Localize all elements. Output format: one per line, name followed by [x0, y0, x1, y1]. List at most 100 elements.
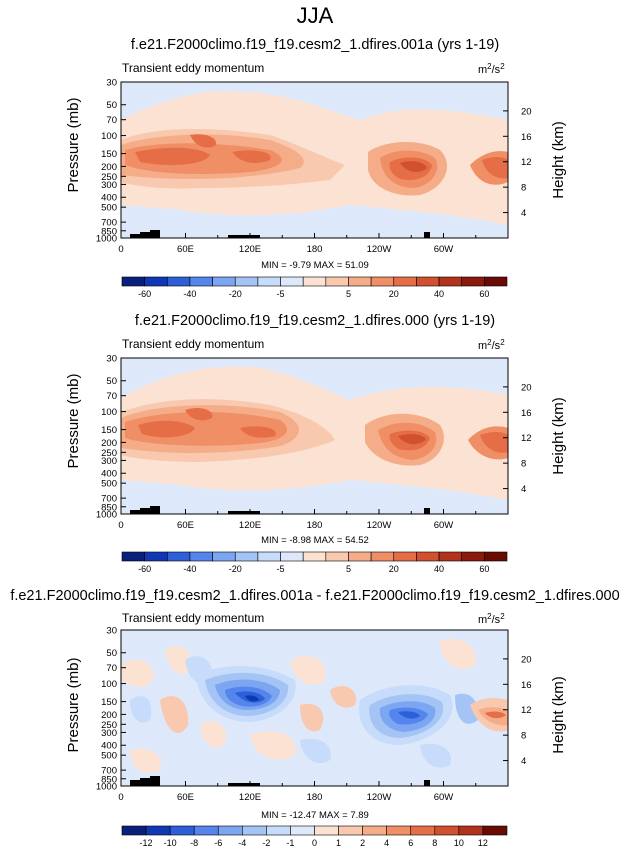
colorbar-box — [386, 825, 412, 836]
panel-2-units: m2/s2 — [478, 338, 505, 352]
x-tick-label: 0 — [118, 792, 123, 803]
colorbar-box — [166, 551, 191, 562]
colorbar-label: 5 — [346, 289, 351, 298]
colorbar-box — [325, 276, 349, 287]
colorbar-label: 40 — [434, 564, 444, 574]
colorbar-box — [144, 276, 168, 287]
colorbar-label: -20 — [229, 289, 242, 298]
panel-1-colorbar: -60 -40 -20 -5 5 20 40 60 — [121, 276, 508, 298]
colorbar-box — [393, 551, 417, 562]
y-tick-label: 30 — [106, 78, 117, 89]
panel-1-ylabel: Pressure (mb) — [65, 97, 82, 192]
colorbar-box — [362, 825, 387, 836]
y-tick-label: 700 — [101, 218, 117, 229]
y-tick-label: 50 — [106, 100, 117, 111]
y-tick-label: 100 — [101, 131, 117, 142]
colorbar-label: -10 — [164, 838, 177, 848]
panel-1-subtitle: Transient eddy momentum — [122, 61, 264, 75]
y-right-tick-label: 20 — [521, 654, 532, 665]
y-tick-label: 300 — [101, 180, 117, 191]
colorbar-box — [484, 551, 508, 562]
colorbar-box — [169, 825, 195, 836]
x-tick-label: 120E — [239, 244, 261, 255]
y-tick-label: 200 — [101, 710, 117, 721]
colorbar-label: -5 — [277, 289, 285, 298]
colorbar-box — [121, 276, 145, 287]
y-tick-label: 30 — [106, 354, 117, 365]
y-right-tick-label: 20 — [521, 382, 532, 393]
colorbar-box — [290, 825, 315, 836]
y-right-tick-label: 16 — [521, 132, 532, 143]
x-tick-label: 120W — [367, 792, 392, 803]
colorbar-box — [145, 825, 171, 836]
colorbar-label: -20 — [229, 564, 242, 574]
y-tick-label: 50 — [106, 376, 117, 387]
y-tick-label: 500 — [101, 203, 117, 214]
y-tick-label: 100 — [101, 407, 117, 418]
y-tick-label: 500 — [101, 751, 117, 762]
y-right-tick-label: 8 — [521, 731, 526, 742]
colorbar-box — [461, 551, 485, 562]
x-tick-label: 180 — [307, 520, 323, 531]
y-tick-label: 250 — [101, 172, 117, 183]
colorbar-label: 8 — [432, 838, 437, 848]
panel-3-field — [121, 630, 508, 786]
panel-1: Transient eddy momentum m2/s2 3050701001… — [65, 61, 567, 298]
colorbar-box — [266, 825, 291, 836]
colorbar-box — [280, 551, 304, 562]
colorbar-box — [257, 551, 281, 562]
colorbar-box — [370, 551, 395, 562]
y-tick-label: 70 — [106, 391, 117, 402]
colorbar-box — [121, 551, 145, 562]
colorbar-label: 5 — [346, 564, 351, 574]
y-right-tick-label: 4 — [521, 756, 526, 767]
y-right-tick-label: 12 — [521, 705, 532, 716]
colorbar-box — [410, 825, 436, 836]
panel-3-colorbar: -12 -10 -8 -6 -4 -2 -1 0 1 2 4 6 8 10 12 — [121, 825, 508, 848]
colorbar-box — [217, 825, 243, 836]
y-tick-label: 70 — [106, 115, 117, 126]
panel-2: Transient eddy momentum m2/s2 3050701001… — [65, 337, 567, 574]
colorbar-label: -8 — [190, 838, 198, 848]
y-tick-label: 400 — [101, 193, 117, 204]
panel-3-stats: MIN = -12.47 MAX = 7.89 — [261, 810, 369, 821]
colorbar-label: 2 — [360, 838, 365, 848]
colorbar-box — [242, 825, 267, 836]
panel-3-subtitle: Transient eddy momentum — [122, 611, 264, 625]
colorbar-box — [438, 276, 463, 287]
y-tick-label: 200 — [101, 438, 117, 449]
y-right-tick-label: 16 — [521, 408, 532, 419]
y-tick-label: 250 — [101, 448, 117, 459]
colorbar-box — [416, 276, 440, 287]
y-tick-label: 150 — [101, 425, 117, 436]
x-tick-label: 180 — [307, 792, 323, 803]
y-tick-label: 850 — [101, 226, 117, 237]
y-tick-label: 500 — [101, 479, 117, 490]
colorbar-box — [189, 551, 213, 562]
colorbar-box — [348, 276, 372, 287]
x-tick-label: 120W — [367, 520, 392, 531]
colorbar-label: 20 — [389, 564, 399, 574]
colorbar-box — [212, 551, 236, 562]
panel-3-ylabel-right: Height (km) — [550, 676, 567, 754]
y-tick-label: 30 — [106, 626, 117, 637]
colorbar-box — [234, 276, 259, 287]
y-right-tick-label: 12 — [521, 433, 532, 444]
y-tick-label: 70 — [106, 663, 117, 674]
panel-3-title: f.e21.F2000climo.f19_f19.cesm2_1.dfires.… — [10, 588, 620, 604]
y-right-tick-label: 4 — [521, 484, 526, 495]
panel-1-field — [121, 82, 508, 238]
colorbar-label: -60 — [138, 564, 151, 574]
x-tick-label: 0 — [118, 244, 123, 255]
x-tick-label: 60E — [177, 792, 194, 803]
colorbar-label: 6 — [408, 838, 413, 848]
y-tick-label: 400 — [101, 469, 117, 480]
y-right-tick-label: 8 — [521, 183, 526, 194]
y-right-tick-label: 4 — [521, 208, 526, 219]
x-tick-label: 60W — [434, 520, 454, 531]
page-title: JJA — [296, 3, 334, 28]
